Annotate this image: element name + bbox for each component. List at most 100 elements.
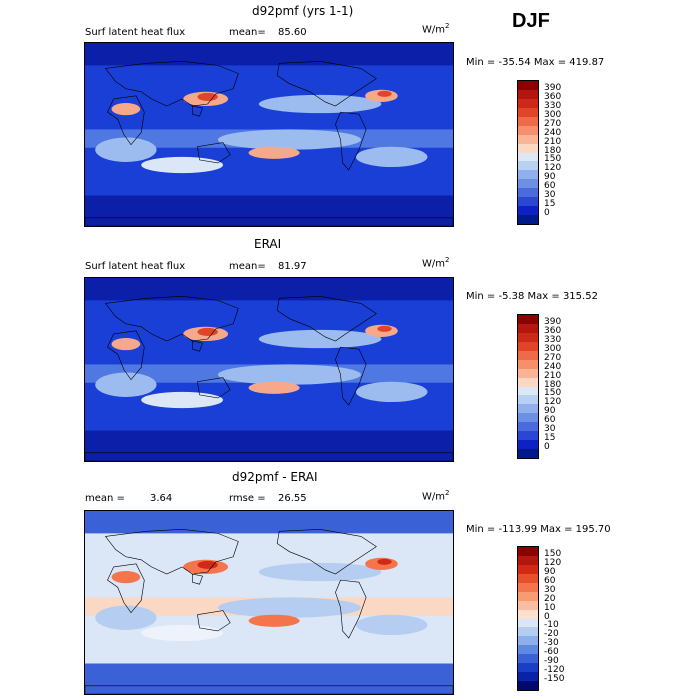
panel-2-mean-value: 81.97 <box>278 261 307 272</box>
colorbar-tick-label: 90 <box>544 566 556 577</box>
panel-3-mean-value: 3.64 <box>150 493 173 504</box>
coastline <box>192 340 203 352</box>
colorbar-tick-label: 0 <box>544 442 550 453</box>
colorbar-tick-label: 30 <box>544 584 556 595</box>
colorbar-swatch <box>518 645 538 655</box>
colorbar-tick-label: 15 <box>544 199 556 210</box>
colorbar-tick-label: 120 <box>544 557 562 568</box>
colorbar-tick-label: 150 <box>544 388 562 399</box>
colorbar-swatch <box>518 179 538 189</box>
colorbar-tick-label: 150 <box>544 548 562 559</box>
colorbar-swatch <box>518 125 538 135</box>
map-blob <box>111 570 141 584</box>
colorbar-swatch <box>518 431 538 441</box>
colorbar-swatch <box>518 654 538 664</box>
colorbar-swatch <box>518 591 538 601</box>
colorbar-swatch <box>518 323 538 333</box>
colorbar-swatch <box>518 564 538 574</box>
colorbar-tick-label: 210 <box>544 136 562 147</box>
map-blob <box>197 92 218 101</box>
colorbar-swatch <box>518 609 538 619</box>
coastline <box>276 60 377 107</box>
colorbar-swatch <box>518 404 538 414</box>
colorbar-swatch <box>518 573 538 583</box>
coastline <box>107 563 145 614</box>
panel-1-variable: Surf latent heat flux <box>85 27 186 38</box>
panel-3-map <box>84 510 454 695</box>
panel-1-units: W/m2 <box>422 22 450 36</box>
panel-2-units: W/m2 <box>422 256 450 270</box>
season-label: DJF <box>512 10 550 32</box>
colorbar-tick-label: 0 <box>544 208 550 219</box>
colorbar-swatch <box>518 206 538 216</box>
colorbar-swatch <box>518 449 538 458</box>
colorbar-swatch <box>518 422 538 432</box>
colorbar-swatch <box>518 663 538 673</box>
colorbar-tick-label: 0 <box>544 611 550 622</box>
colorbar-tick-label: 30 <box>544 424 556 435</box>
panel-2-title: ERAI <box>254 237 282 251</box>
panel-3-rmse-label: rmse = <box>229 493 266 504</box>
panel-2-colorbar <box>517 314 539 459</box>
map-blob <box>141 391 223 409</box>
colorbar-swatch <box>518 315 538 324</box>
colorbar-swatch <box>518 681 538 690</box>
colorbar-swatch <box>518 386 538 396</box>
map-blob <box>355 146 428 168</box>
colorbar-swatch <box>518 627 538 637</box>
colorbar-swatch <box>518 170 538 180</box>
coastline <box>85 685 453 694</box>
colorbar-swatch <box>518 440 538 450</box>
colorbar-tick-label: 180 <box>544 145 562 156</box>
panel-2-map <box>84 277 454 462</box>
colorbar-tick-label: 210 <box>544 370 562 381</box>
colorbar-swatch <box>518 188 538 198</box>
coastline <box>104 60 239 107</box>
colorbar-tick-label: 360 <box>544 91 562 102</box>
colorbar-tick-label: 330 <box>544 100 562 111</box>
colorbar-swatch <box>518 395 538 405</box>
map-blob <box>355 614 428 636</box>
panel-1-title: d92pmf (yrs 1-1) <box>252 4 354 18</box>
colorbar-tick-label: 90 <box>544 406 556 417</box>
map-blob <box>217 129 361 150</box>
colorbar-swatch <box>518 143 538 153</box>
panel-1-colorbar <box>517 80 539 225</box>
map-blob <box>141 624 223 642</box>
map-field <box>85 511 453 694</box>
coastline <box>192 105 203 117</box>
colorbar-swatch <box>518 413 538 423</box>
coastline <box>192 573 203 585</box>
map-blob <box>141 156 223 174</box>
coastline <box>335 346 367 406</box>
colorbar-swatch <box>518 341 538 351</box>
map-field <box>85 43 453 226</box>
panel-2-mean-label: mean= <box>229 261 266 272</box>
colorbar-swatch <box>518 161 538 171</box>
colorbar-swatch <box>518 107 538 117</box>
colorbar-tick-label: 390 <box>544 82 562 93</box>
colorbar-tick-label: -60 <box>544 647 559 658</box>
colorbar-tick-label: 180 <box>544 379 562 390</box>
panel-1-map <box>84 42 454 227</box>
map-band-north <box>85 278 453 301</box>
colorbar-swatch <box>518 582 538 592</box>
coastline <box>276 295 377 342</box>
coastline <box>104 528 239 575</box>
panel-2-variable: Surf latent heat flux <box>85 261 186 272</box>
colorbar-tick-label: 240 <box>544 361 562 372</box>
colorbar-tick-label: 240 <box>544 127 562 138</box>
panel-3-title: d92pmf - ERAI <box>232 470 318 484</box>
colorbar-tick-label: 300 <box>544 109 562 120</box>
colorbar-tick-label: -20 <box>544 629 559 640</box>
coastline <box>335 579 367 639</box>
colorbar-swatch <box>518 350 538 360</box>
colorbar-swatch <box>518 152 538 162</box>
colorbar-tick-label: 270 <box>544 118 562 129</box>
map-band-south <box>85 195 453 226</box>
map-blob <box>248 614 300 627</box>
coastline <box>85 217 453 226</box>
colorbar-tick-label: 90 <box>544 172 556 183</box>
map-band-north <box>85 43 453 66</box>
map-blob <box>197 560 218 569</box>
